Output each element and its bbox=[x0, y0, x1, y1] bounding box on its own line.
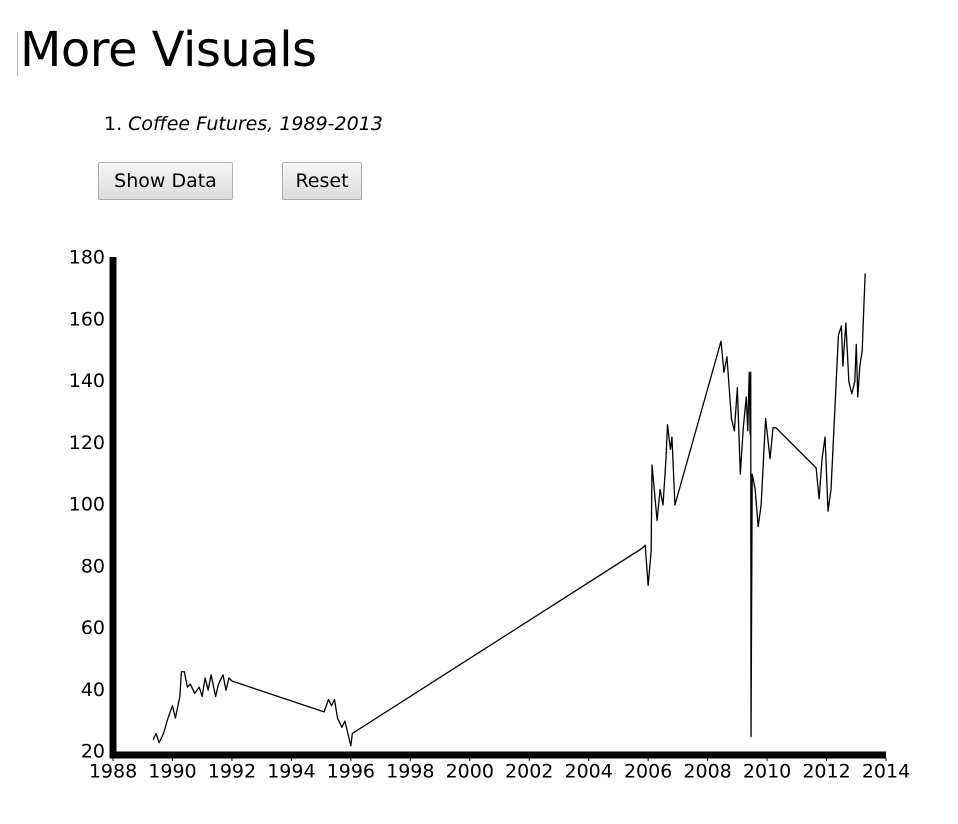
x-tick-label: 2008 bbox=[683, 761, 731, 783]
page-heading: More Visuals bbox=[20, 22, 317, 78]
x-tick-label: 1996 bbox=[327, 761, 375, 783]
y-tick-label: 20 bbox=[81, 741, 105, 763]
x-tick-label: 1992 bbox=[208, 761, 256, 783]
visual-list: 1. Coffee Futures, 1989-2013 bbox=[104, 113, 383, 135]
y-tick-label: 60 bbox=[81, 617, 105, 639]
y-tick-label: 120 bbox=[69, 432, 105, 454]
y-tick-label: 100 bbox=[69, 494, 105, 516]
x-tick-label: 2012 bbox=[802, 761, 850, 783]
y-tick-label: 40 bbox=[81, 679, 105, 701]
x-tick-label: 2006 bbox=[624, 761, 672, 783]
show-data-button[interactable]: Show Data bbox=[98, 162, 233, 200]
x-tick-label: 2000 bbox=[446, 761, 494, 783]
list-text[interactable]: Coffee Futures, 1989-2013 bbox=[128, 113, 383, 135]
y-tick-label: 160 bbox=[69, 308, 105, 330]
x-tick-label: 1988 bbox=[89, 761, 137, 783]
price-line bbox=[152, 273, 866, 747]
y-tick-label: 140 bbox=[69, 370, 105, 392]
list-number: 1. bbox=[104, 113, 123, 135]
x-tick-label: 1990 bbox=[148, 761, 196, 783]
text-cursor bbox=[17, 32, 18, 76]
y-tick-label: 80 bbox=[81, 555, 105, 577]
x-tick-label: 2014 bbox=[862, 761, 910, 783]
x-tick-label: 1994 bbox=[267, 761, 315, 783]
list-item: 1. Coffee Futures, 1989-2013 bbox=[104, 113, 383, 135]
x-tick-label: 2004 bbox=[565, 761, 613, 783]
x-tick-label: 2010 bbox=[743, 761, 791, 783]
x-tick-label: 2002 bbox=[505, 761, 553, 783]
x-tick-label: 1998 bbox=[386, 761, 434, 783]
reset-button[interactable]: Reset bbox=[282, 162, 362, 200]
y-tick-label: 180 bbox=[69, 247, 105, 269]
